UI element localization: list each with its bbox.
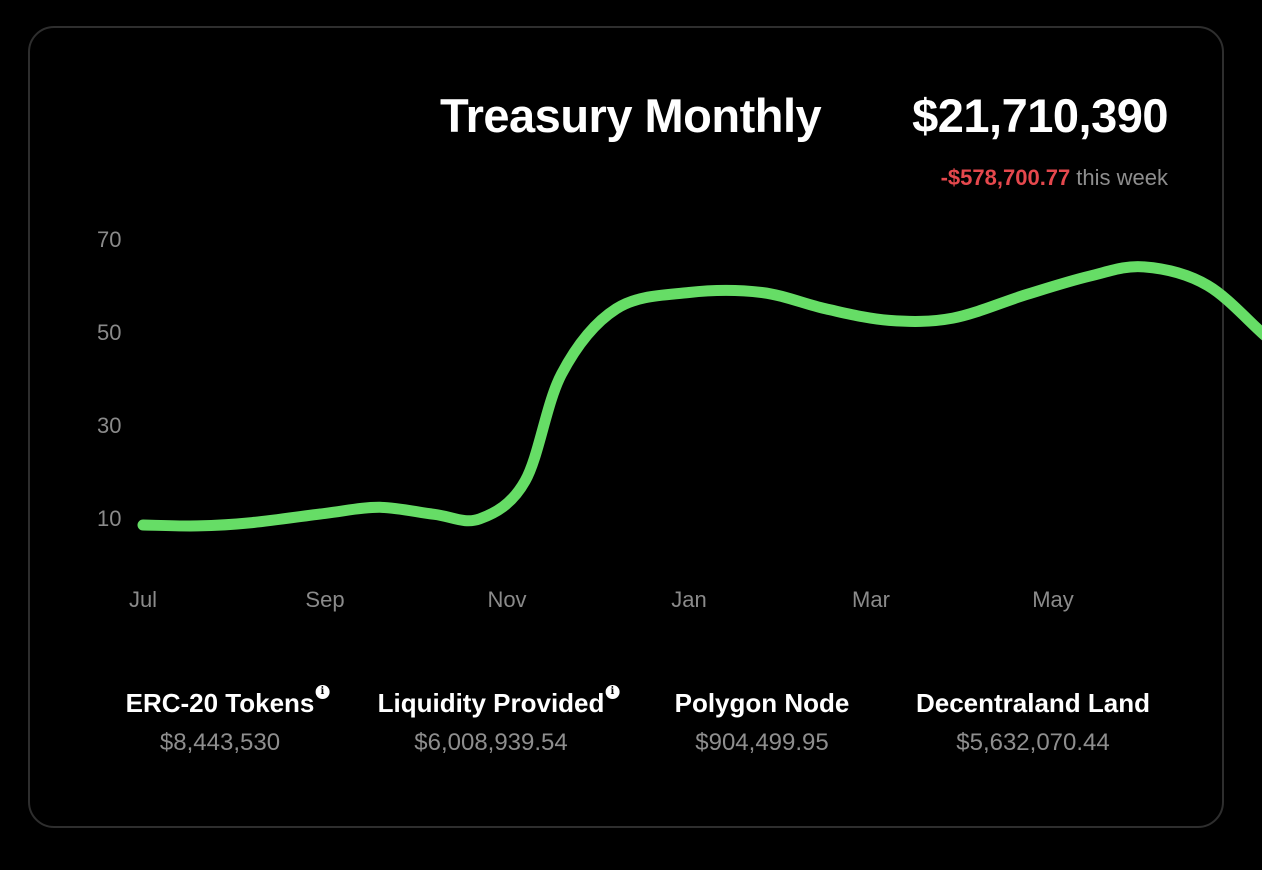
stats-row: ERC-20 Tokens i $8,443,530 Liquidity Pro… [0, 685, 1262, 778]
stat-label-text: ERC-20 Tokens [125, 688, 315, 718]
stat-polygon-node: Polygon Node $904,499.95 [675, 688, 850, 757]
stat-label: ERC-20 Tokens i [125, 685, 330, 719]
y-tick-label: 70 [97, 227, 121, 252]
stat-value: $5,632,070.44 [956, 729, 1110, 756]
weekly-change-suffix: this week [1076, 165, 1168, 190]
stat-value: $8,443,530 [159, 729, 281, 756]
weekly-change-value: -$578,700.77 [940, 165, 1071, 190]
series-line [137, 261, 1262, 532]
stat-value: $904,499.95 [695, 729, 829, 756]
stat-label-text: Decentraland Land [915, 688, 1151, 718]
x-tick-label: Mar [852, 587, 890, 612]
treasury-card [28, 26, 1224, 828]
y-axis-ticks: 10 30 50 70 [97, 227, 121, 531]
y-tick-label: 30 [97, 413, 121, 438]
info-icon[interactable]: i [605, 685, 620, 699]
stat-decentraland-land: Decentraland Land $5,632,070.44 [916, 688, 1150, 757]
x-tick-label: Jan [671, 587, 706, 612]
treasury-total: $21,710,390 [912, 89, 1168, 142]
x-tick-label: Jul [129, 587, 157, 612]
stat-label-text: Polygon Node [674, 688, 850, 718]
stat-label: Decentraland Land [916, 688, 1150, 719]
info-icon[interactable]: i [315, 685, 330, 699]
stat-label: Polygon Node [675, 688, 850, 719]
stat-erc20-tokens: ERC-20 Tokens i $8,443,530 [125, 685, 330, 757]
x-tick-label: Nov [487, 587, 526, 612]
x-axis-ticks: Jul Sep Nov Jan Mar May [129, 587, 1074, 612]
chart-title: Treasury Monthly [440, 89, 822, 142]
stat-liquidity-provided: Liquidity Provided i $6,008,939.54 [377, 685, 620, 757]
x-tick-label: May [1032, 587, 1074, 612]
stat-label: Liquidity Provided i [377, 685, 620, 719]
x-tick-label: Sep [305, 587, 344, 612]
y-tick-label: 10 [97, 506, 121, 531]
stat-label-text: Liquidity Provided [377, 688, 605, 718]
weekly-change: -$578,700.77 this week [941, 165, 1168, 191]
y-tick-label: 50 [97, 320, 121, 345]
stat-value: $6,008,939.54 [414, 729, 568, 756]
